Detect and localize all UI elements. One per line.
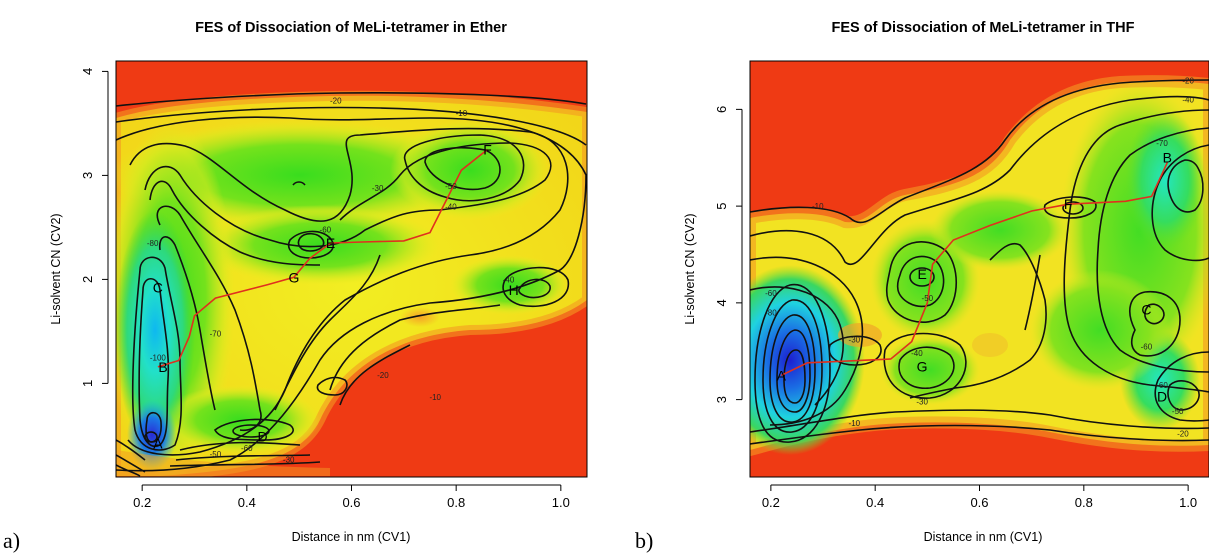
state-label-g-b: G xyxy=(917,359,928,375)
state-labels-a: A B C D E F G H xyxy=(153,141,519,451)
contour-label-a: -70 xyxy=(210,329,222,338)
state-label-g-a: G xyxy=(288,269,299,285)
contour-label-b: -80 xyxy=(765,309,777,318)
contour-label-b: -40 xyxy=(1182,96,1194,105)
panel-b: -10 -20 -40 -70 -60 -80 -30 -50 -40 -60 -60 -30 -10 -… xyxy=(635,20,1209,553)
contour-label-a: -10 xyxy=(429,393,441,402)
state-label-f-a: F xyxy=(483,141,492,157)
x-tick-label-a: 0.4 xyxy=(238,495,256,510)
contour-labels-b: -10 -20 -40 -70 -60 -80 -30 -50 -40 -60 -60 -30 -10 -… xyxy=(765,76,1194,438)
state-label-b-b: B xyxy=(1163,150,1172,166)
plot-border-a xyxy=(115,60,588,478)
contour-label-a: -10 xyxy=(456,109,468,118)
contour-label-b: -10 xyxy=(849,419,861,428)
state-label-a-b: A xyxy=(777,367,787,383)
panel-label-a: a) xyxy=(3,528,20,553)
y-tick-label-b: 3 xyxy=(714,396,729,403)
x-tick-label-b: 1.0 xyxy=(1179,495,1197,510)
y-tick-label-a: 4 xyxy=(80,68,95,75)
state-label-a-a: A xyxy=(153,436,163,452)
contour-label-a: -30 xyxy=(372,184,384,193)
y-tick-label-b: 6 xyxy=(714,106,729,113)
y-tick-label-a: 1 xyxy=(80,380,95,387)
panel-label-b: b) xyxy=(635,528,653,553)
contour-label-b: -60 xyxy=(765,289,777,298)
xlabel-a: Distance in nm (CV1) xyxy=(292,530,411,544)
state-label-c-a: C xyxy=(153,280,163,296)
contour-labels-a: -10 -20 -30 -40 -50 -60 -80 -70 -100 -40 -20 -10 -60… xyxy=(147,97,515,465)
y-tick-label-a: 2 xyxy=(80,276,95,283)
contour-label-a: -20 xyxy=(377,371,389,380)
contour-label-a: -30 xyxy=(283,455,295,464)
contour-label-a: -60 xyxy=(241,444,253,453)
state-label-e-a: E xyxy=(326,235,335,251)
contour-label-b: -60 xyxy=(1156,381,1168,390)
contour-label-b: -20 xyxy=(1182,76,1194,85)
contour-lines-b xyxy=(750,79,1209,445)
x-tick-label-a: 0.2 xyxy=(133,495,151,510)
contour-label-b: -50 xyxy=(1172,407,1184,416)
state-label-e-b: E xyxy=(917,266,926,282)
x-tick-label-b: 0.8 xyxy=(1075,495,1093,510)
contour-label-b: -70 xyxy=(1156,139,1168,148)
x-tick-label-b: 0.4 xyxy=(866,495,884,510)
state-labels-b: A B C D E F G xyxy=(777,150,1172,405)
ylabel-b: Li-solvent CN (CV2) xyxy=(683,213,697,324)
ylabel-a: Li-solvent CN (CV2) xyxy=(49,213,63,324)
contour-label-a: -40 xyxy=(445,203,457,212)
x-tick-label-a: 1.0 xyxy=(552,495,570,510)
state-label-c-b: C xyxy=(1141,302,1151,318)
transition-path-a xyxy=(157,148,489,368)
y-tick-label-a: 3 xyxy=(80,172,95,179)
transition-path-b xyxy=(780,162,1169,377)
contour-lines-a xyxy=(116,92,587,477)
state-label-b-a: B xyxy=(158,359,167,375)
x-tick-label-b: 0.6 xyxy=(970,495,988,510)
contour-label-b: -30 xyxy=(849,336,861,345)
contour-label-b: -40 xyxy=(911,349,923,358)
contour-label-b: -20 xyxy=(1177,429,1189,438)
state-label-h-a: H xyxy=(509,282,519,298)
fes-surface-b xyxy=(750,61,1209,477)
contour-label-b: -10 xyxy=(812,202,824,211)
contour-label-a: -50 xyxy=(445,182,457,191)
contour-label-a: -50 xyxy=(210,450,222,459)
plot-border-b xyxy=(749,60,1209,478)
contour-label-b: -30 xyxy=(916,398,928,407)
y-tick-label-b: 5 xyxy=(714,202,729,209)
x-tick-label-a: 0.8 xyxy=(447,495,465,510)
contour-label-a: -80 xyxy=(147,239,159,248)
contour-label-a: -40 xyxy=(503,275,515,284)
xlabel-b: Distance in nm (CV1) xyxy=(924,530,1043,544)
state-label-d-b: D xyxy=(1157,389,1167,405)
axes-a: 0.2 0.4 0.6 0.8 1.0 1 2 3 4 xyxy=(80,68,570,510)
y-tick-label-b: 4 xyxy=(714,299,729,306)
x-tick-label-a: 0.6 xyxy=(342,495,360,510)
title-b: FES of Dissociation of MeLi-tetramer in … xyxy=(832,20,1135,36)
contour-label-a: -100 xyxy=(150,353,167,362)
contour-label-b: -50 xyxy=(922,294,934,303)
state-label-f-b: F xyxy=(1064,196,1073,212)
contour-label-a: -20 xyxy=(330,97,342,106)
x-tick-label-b: 0.2 xyxy=(762,495,780,510)
contour-label-b: -60 xyxy=(1141,342,1153,351)
panel-a: -10 -20 -30 -40 -50 -60 -80 -70 -100 -40 -20 -10 -60… xyxy=(3,20,588,553)
title-a: FES of Dissociation of MeLi-tetramer in … xyxy=(195,20,507,36)
fes-surface-a xyxy=(116,61,587,477)
contour-label-a: -60 xyxy=(320,225,332,234)
axes-b: 0.2 0.4 0.6 0.8 1.0 3 4 5 6 xyxy=(714,106,1197,510)
state-label-d-a: D xyxy=(257,428,267,444)
